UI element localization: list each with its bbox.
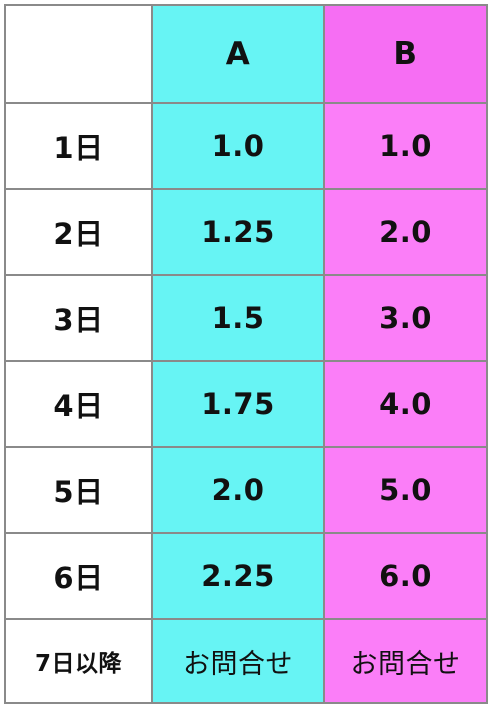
value-b: 6.0 [323,532,488,620]
header-b: B [323,4,488,104]
row-label: 7日以降 [4,618,153,704]
header-row: A B [4,4,488,104]
value-b: 2.0 [323,188,488,276]
value-b: 5.0 [323,446,488,534]
row-label: 4日 [4,360,153,448]
rate-table: A B 1日 1.0 1.0 2日 1.25 2.0 3日 1.5 3.0 4日… [4,4,488,704]
value-b: 4.0 [323,360,488,448]
table-row: 5日 2.0 5.0 [4,446,488,534]
table-row: 6日 2.25 6.0 [4,532,488,620]
value-b: 1.0 [323,102,488,190]
row-label: 1日 [4,102,153,190]
table-row: 3日 1.5 3.0 [4,274,488,362]
value-a: 1.0 [151,102,325,190]
row-label: 6日 [4,532,153,620]
corner-cell [4,4,153,104]
value-a: 2.25 [151,532,325,620]
value-a: 1.25 [151,188,325,276]
value-a: 1.75 [151,360,325,448]
value-b: 3.0 [323,274,488,362]
row-label: 3日 [4,274,153,362]
table-row: 4日 1.75 4.0 [4,360,488,448]
value-a: 1.5 [151,274,325,362]
row-label: 2日 [4,188,153,276]
value-a: 2.0 [151,446,325,534]
value-a: お問合せ [151,618,325,704]
table-row: 2日 1.25 2.0 [4,188,488,276]
header-a: A [151,4,325,104]
value-b: お問合せ [323,618,488,704]
table-row: 7日以降 お問合せ お問合せ [4,618,488,704]
table-row: 1日 1.0 1.0 [4,102,488,190]
row-label: 5日 [4,446,153,534]
